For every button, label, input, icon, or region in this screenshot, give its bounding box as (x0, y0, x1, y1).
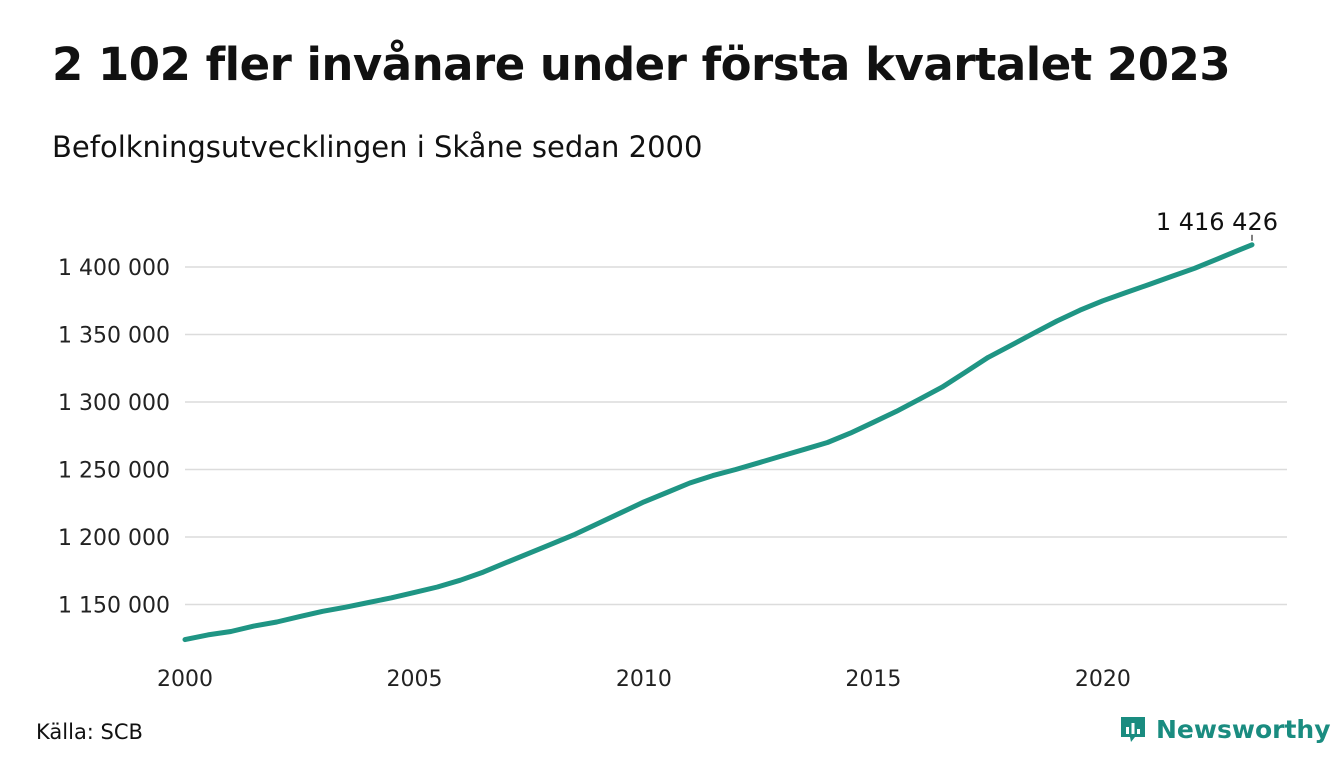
brand-name: Newsworthy (1156, 714, 1331, 744)
chart-title: 2 102 fler invånare under första kvartal… (52, 38, 1231, 91)
y-tick-label: 1 250 000 (58, 459, 170, 484)
brand-logo[interactable]: Newsworthy (1118, 714, 1331, 744)
x-tick-label: 2020 (1075, 667, 1131, 692)
x-tick-label: 2015 (845, 667, 901, 692)
x-tick-label: 2005 (386, 667, 442, 692)
y-tick-label: 1 150 000 (58, 594, 170, 619)
end-value-label: 1 416 426 (1156, 208, 1278, 236)
x-tick-label: 2010 (616, 667, 672, 692)
y-tick-label: 1 200 000 (58, 526, 170, 551)
source-label: Källa: SCB (36, 720, 143, 744)
y-tick-label: 1 400 000 (58, 256, 170, 281)
chart-subtitle: Befolkningsutvecklingen i Skåne sedan 20… (52, 130, 703, 164)
series-line (182, 242, 1255, 643)
x-tick-label: 2000 (157, 667, 213, 692)
y-tick-label: 1 350 000 (58, 324, 170, 349)
y-tick-label: 1 300 000 (58, 391, 170, 416)
newsworthy-logo-icon (1121, 717, 1145, 742)
